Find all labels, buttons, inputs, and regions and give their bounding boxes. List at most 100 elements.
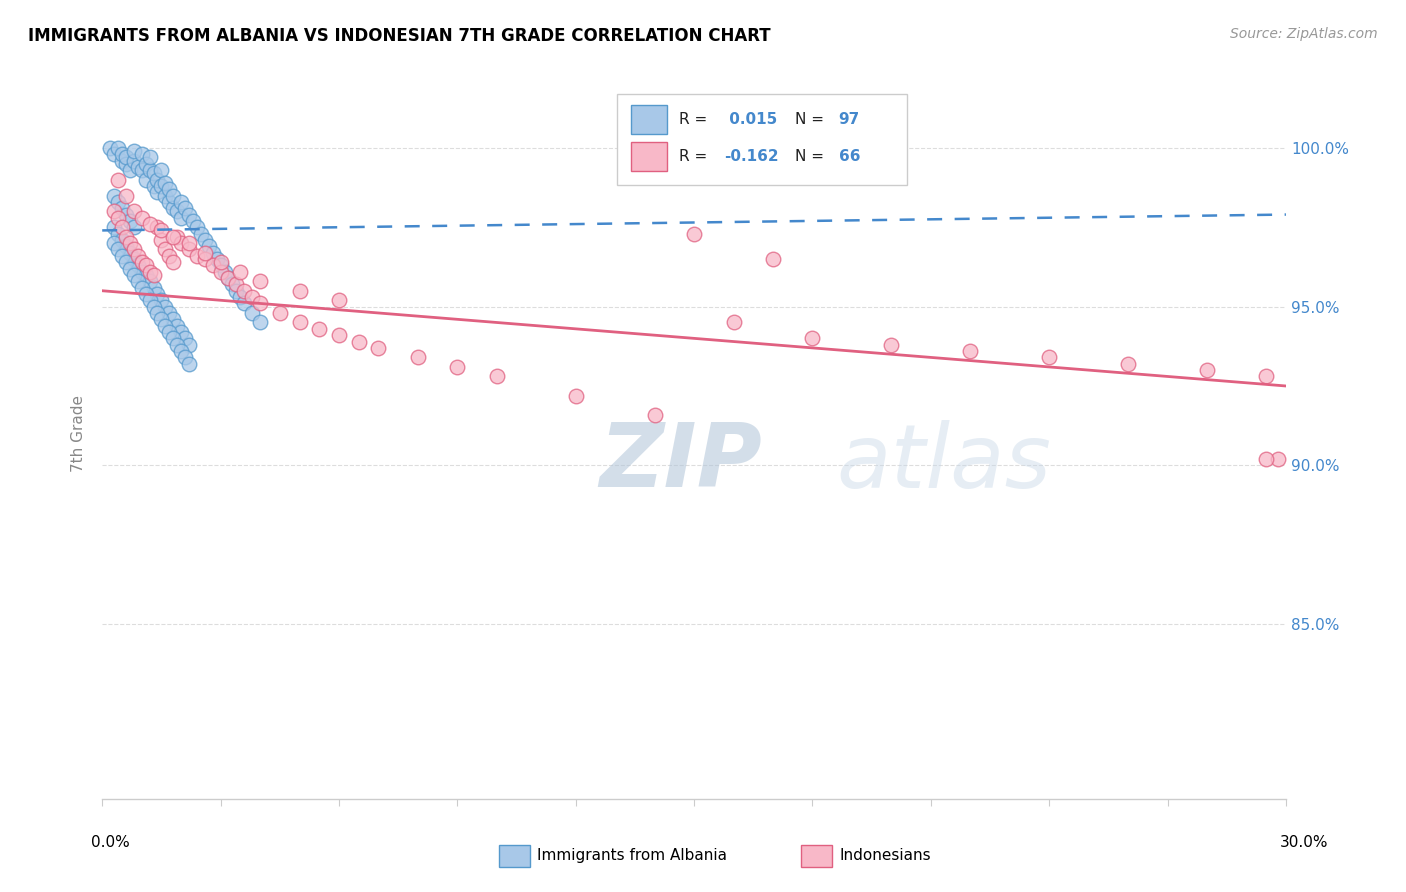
Text: 66: 66	[838, 149, 860, 163]
Point	[111, 147, 134, 161]
Point	[122, 204, 145, 219]
Point	[122, 220, 145, 235]
Point	[118, 236, 141, 251]
Point	[205, 252, 228, 266]
Point	[1195, 363, 1218, 377]
Text: Indonesians: Indonesians	[839, 848, 931, 863]
Point	[1256, 369, 1278, 384]
Point	[166, 337, 188, 351]
Text: Source: ZipAtlas.com: Source: ZipAtlas.com	[1230, 27, 1378, 41]
Point	[249, 296, 271, 310]
Point	[111, 201, 134, 215]
Point	[225, 277, 247, 292]
Point	[288, 316, 311, 330]
Point	[162, 255, 184, 269]
Point	[146, 172, 169, 186]
Point	[446, 359, 468, 374]
Point	[122, 268, 145, 282]
Point	[328, 293, 350, 308]
Text: IMMIGRANTS FROM ALBANIA VS INDONESIAN 7TH GRADE CORRELATION CHART: IMMIGRANTS FROM ALBANIA VS INDONESIAN 7T…	[28, 27, 770, 45]
Point	[118, 245, 141, 260]
Point	[723, 316, 745, 330]
Point	[170, 325, 193, 339]
Point	[174, 331, 197, 345]
Point	[127, 258, 149, 272]
Point	[135, 268, 157, 282]
Point	[201, 258, 224, 272]
Point	[181, 214, 204, 228]
Point	[131, 255, 153, 269]
Point	[146, 220, 169, 235]
Point	[103, 236, 125, 251]
Point	[240, 306, 263, 320]
Text: R =: R =	[679, 149, 711, 163]
Point	[115, 157, 138, 171]
Point	[683, 227, 706, 241]
Point	[406, 351, 429, 365]
Text: 0.0%: 0.0%	[91, 836, 131, 850]
Point	[221, 277, 243, 292]
Point	[135, 157, 157, 171]
Point	[115, 255, 138, 269]
Point	[249, 274, 271, 288]
Point	[131, 163, 153, 178]
Point	[162, 312, 184, 326]
Text: ZIP: ZIP	[599, 419, 762, 507]
Point	[177, 243, 200, 257]
Point	[367, 341, 389, 355]
Point	[122, 153, 145, 168]
Point	[127, 274, 149, 288]
Point	[138, 217, 160, 231]
Point	[146, 186, 169, 200]
Point	[127, 160, 149, 174]
Point	[209, 258, 232, 272]
Point	[218, 271, 240, 285]
Point	[107, 172, 129, 186]
Point	[107, 227, 129, 241]
Point	[115, 239, 138, 253]
Point	[142, 268, 165, 282]
Point	[177, 337, 200, 351]
Point	[131, 265, 153, 279]
Point	[138, 274, 160, 288]
Point	[162, 188, 184, 202]
Point	[166, 318, 188, 333]
Text: atlas: atlas	[837, 420, 1052, 506]
Point	[762, 252, 785, 266]
Point	[142, 166, 165, 180]
Point	[115, 188, 138, 202]
Point	[135, 172, 157, 186]
Point	[959, 344, 981, 359]
Point	[138, 293, 160, 308]
Point	[177, 208, 200, 222]
FancyBboxPatch shape	[617, 94, 907, 186]
Point	[801, 331, 824, 345]
Text: 0.015: 0.015	[724, 112, 778, 128]
Point	[162, 331, 184, 345]
Point	[150, 163, 173, 178]
Text: R =: R =	[679, 112, 711, 128]
Point	[170, 194, 193, 209]
Text: 30.0%: 30.0%	[1281, 836, 1329, 850]
Point	[115, 208, 138, 222]
Point	[186, 220, 208, 235]
Point	[118, 163, 141, 178]
Point	[177, 357, 200, 371]
Point	[1038, 351, 1060, 365]
Point	[157, 249, 180, 263]
Text: N =: N =	[794, 112, 828, 128]
Point	[115, 150, 138, 164]
Point	[107, 141, 129, 155]
Point	[177, 236, 200, 251]
Y-axis label: 7th Grade: 7th Grade	[72, 395, 86, 472]
Point	[122, 252, 145, 266]
Point	[308, 322, 330, 336]
Point	[103, 220, 125, 235]
Point	[155, 300, 177, 314]
Point	[225, 284, 247, 298]
Point	[142, 300, 165, 314]
Point	[201, 245, 224, 260]
Bar	[631, 105, 666, 134]
Point	[131, 280, 153, 294]
Point	[111, 153, 134, 168]
